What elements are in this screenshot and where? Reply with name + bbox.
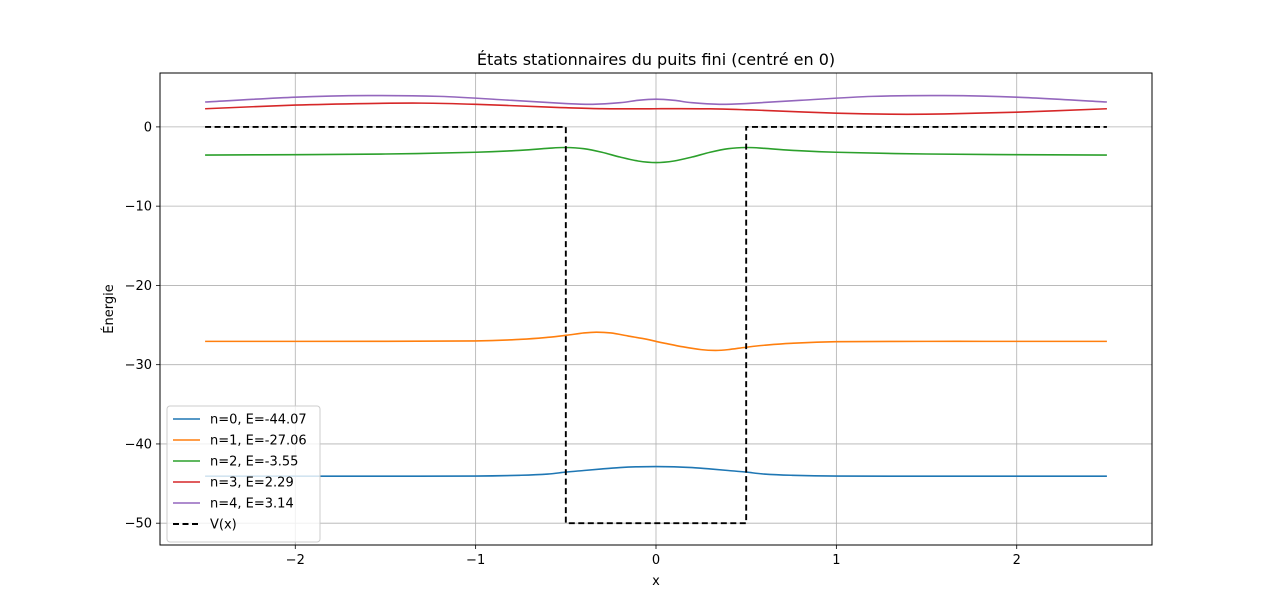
y-tick-label: −20 [125,279,152,294]
y-tick-label: −10 [125,200,152,215]
legend-entry: n=2, E=-3.55 [210,455,298,470]
x-tick-label: 2 [1013,553,1021,568]
grid-lines [160,73,1152,545]
y-axis: 0 −10 −20 −30 −40 −50 [125,120,160,532]
x-tick-label: −2 [286,553,305,568]
series-line-n1 [205,331,1107,352]
x-tick-label: −1 [466,553,485,568]
y-tick-label: −50 [125,517,152,532]
series-line-n3 [205,102,1107,116]
x-tick-label: 1 [832,553,840,568]
potential-line [205,125,1107,525]
x-axis-label: x [652,574,660,589]
legend-box [166,405,321,543]
x-axis: −2 −1 0 1 2 [286,545,1021,568]
x-tick-label: 0 [652,553,660,568]
series-line-n0 [205,465,1107,478]
series-line-n2 [205,146,1107,164]
legend-entry: n=1, E=-27.06 [210,434,307,449]
legend-entry: n=4, E=3.14 [210,497,294,512]
legend-entry: n=3, E=2.29 [210,476,294,491]
plot-lines [205,94,1107,525]
y-axis-label: Énergie [101,284,117,333]
y-tick-label: −30 [125,358,152,373]
series-line-n4 [205,94,1107,106]
legend-entry: n=0, E=-44.07 [210,413,307,428]
legend: n=0, E=-44.07 n=1, E=-27.06 n=2, E=-3.55 n=… [166,405,321,543]
y-tick-label: 0 [144,120,152,135]
legend-entry: V(x) [210,518,237,533]
chart-title: États stationnaires du puits fini (centr… [477,50,835,69]
y-tick-label: −40 [125,437,152,452]
